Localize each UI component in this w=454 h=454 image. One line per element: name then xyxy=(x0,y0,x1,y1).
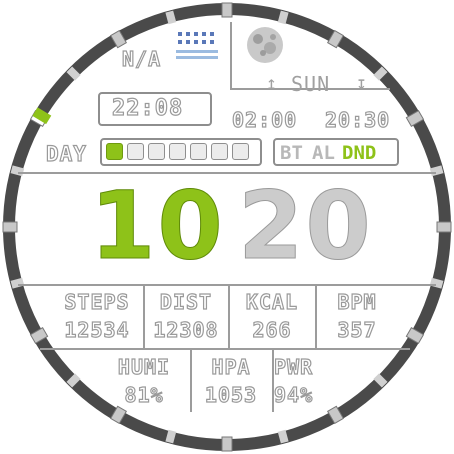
humidity-value: 81% xyxy=(124,382,164,407)
alarm-time: 22:08 xyxy=(111,95,184,121)
bezel-marker xyxy=(165,10,177,25)
divider xyxy=(40,348,410,350)
divider xyxy=(228,286,230,348)
divider xyxy=(143,286,145,348)
divider xyxy=(190,350,192,412)
bezel-marker xyxy=(405,109,425,128)
day-label: DAY xyxy=(45,141,87,166)
dnd-status: DND xyxy=(342,142,377,164)
divider xyxy=(18,172,436,174)
steps-label: STEPS xyxy=(64,289,130,314)
pressure-label: HPA xyxy=(211,354,251,379)
status-box xyxy=(273,138,399,166)
bezel-marker xyxy=(221,436,233,452)
bluetooth-status: BT xyxy=(280,142,303,164)
day-of-week: SUN xyxy=(291,72,331,96)
divider xyxy=(18,284,436,286)
divider xyxy=(230,22,232,90)
bezel-marker xyxy=(277,10,289,25)
day-progress-dot xyxy=(148,143,165,160)
alarm-box[interactable] xyxy=(98,92,212,126)
kcal-value: 266 xyxy=(252,317,292,342)
bezel-marker xyxy=(165,429,177,444)
divider xyxy=(230,88,390,90)
bezel-marker xyxy=(326,405,345,425)
weather-code: N/A xyxy=(121,46,162,71)
power-value: 94% xyxy=(273,382,314,407)
moon-phase-icon xyxy=(246,26,284,64)
sunset-arrow-icon: ↧ xyxy=(356,73,367,94)
bezel-marker xyxy=(277,429,289,444)
pressure-value: 1053 xyxy=(204,382,258,407)
bezel-marker xyxy=(373,66,388,81)
divider xyxy=(272,350,274,412)
bezel-marker xyxy=(66,66,81,81)
day-progress-dots xyxy=(106,143,256,161)
divider xyxy=(315,286,317,348)
day-progress-dot xyxy=(106,143,123,160)
bezel-marker xyxy=(29,326,49,345)
kcal-label: KCAL xyxy=(245,289,299,314)
bpm-value: 357 xyxy=(337,317,377,342)
distance-value: 12308 xyxy=(153,317,219,342)
day-progress-dot xyxy=(127,143,144,160)
steps-value: 12534 xyxy=(64,317,130,342)
bezel-marker xyxy=(109,405,128,425)
bezel-marker xyxy=(109,29,128,49)
day-progress-dot xyxy=(211,143,228,160)
humidity-label: HUMI xyxy=(117,354,171,379)
day-progress-dot xyxy=(232,143,249,160)
day-progress xyxy=(100,138,262,166)
bpm-label: BPM xyxy=(337,289,377,314)
day-progress-dot xyxy=(169,143,186,160)
power-label: PWR xyxy=(273,354,314,379)
sunrise-time: 02:00 xyxy=(231,107,298,132)
sunset-time: 20:30 xyxy=(324,107,391,132)
day-progress-dot xyxy=(190,143,207,160)
bezel-marker xyxy=(373,373,388,388)
time-hours: 10 xyxy=(90,172,225,281)
rain-icon xyxy=(176,30,220,66)
bezel-marker xyxy=(66,373,81,388)
alarm-status: AL xyxy=(312,142,335,164)
bezel-marker xyxy=(405,326,425,345)
bezel-marker xyxy=(2,221,18,233)
bezel-marker xyxy=(436,221,452,233)
bezel-accent-marker xyxy=(32,107,52,125)
sunrise-arrow-icon: ↥ xyxy=(266,73,277,94)
bezel-marker xyxy=(221,2,233,18)
time-minutes: 20 xyxy=(238,172,373,281)
bezel-marker xyxy=(326,29,345,49)
distance-label: DIST xyxy=(159,289,213,314)
